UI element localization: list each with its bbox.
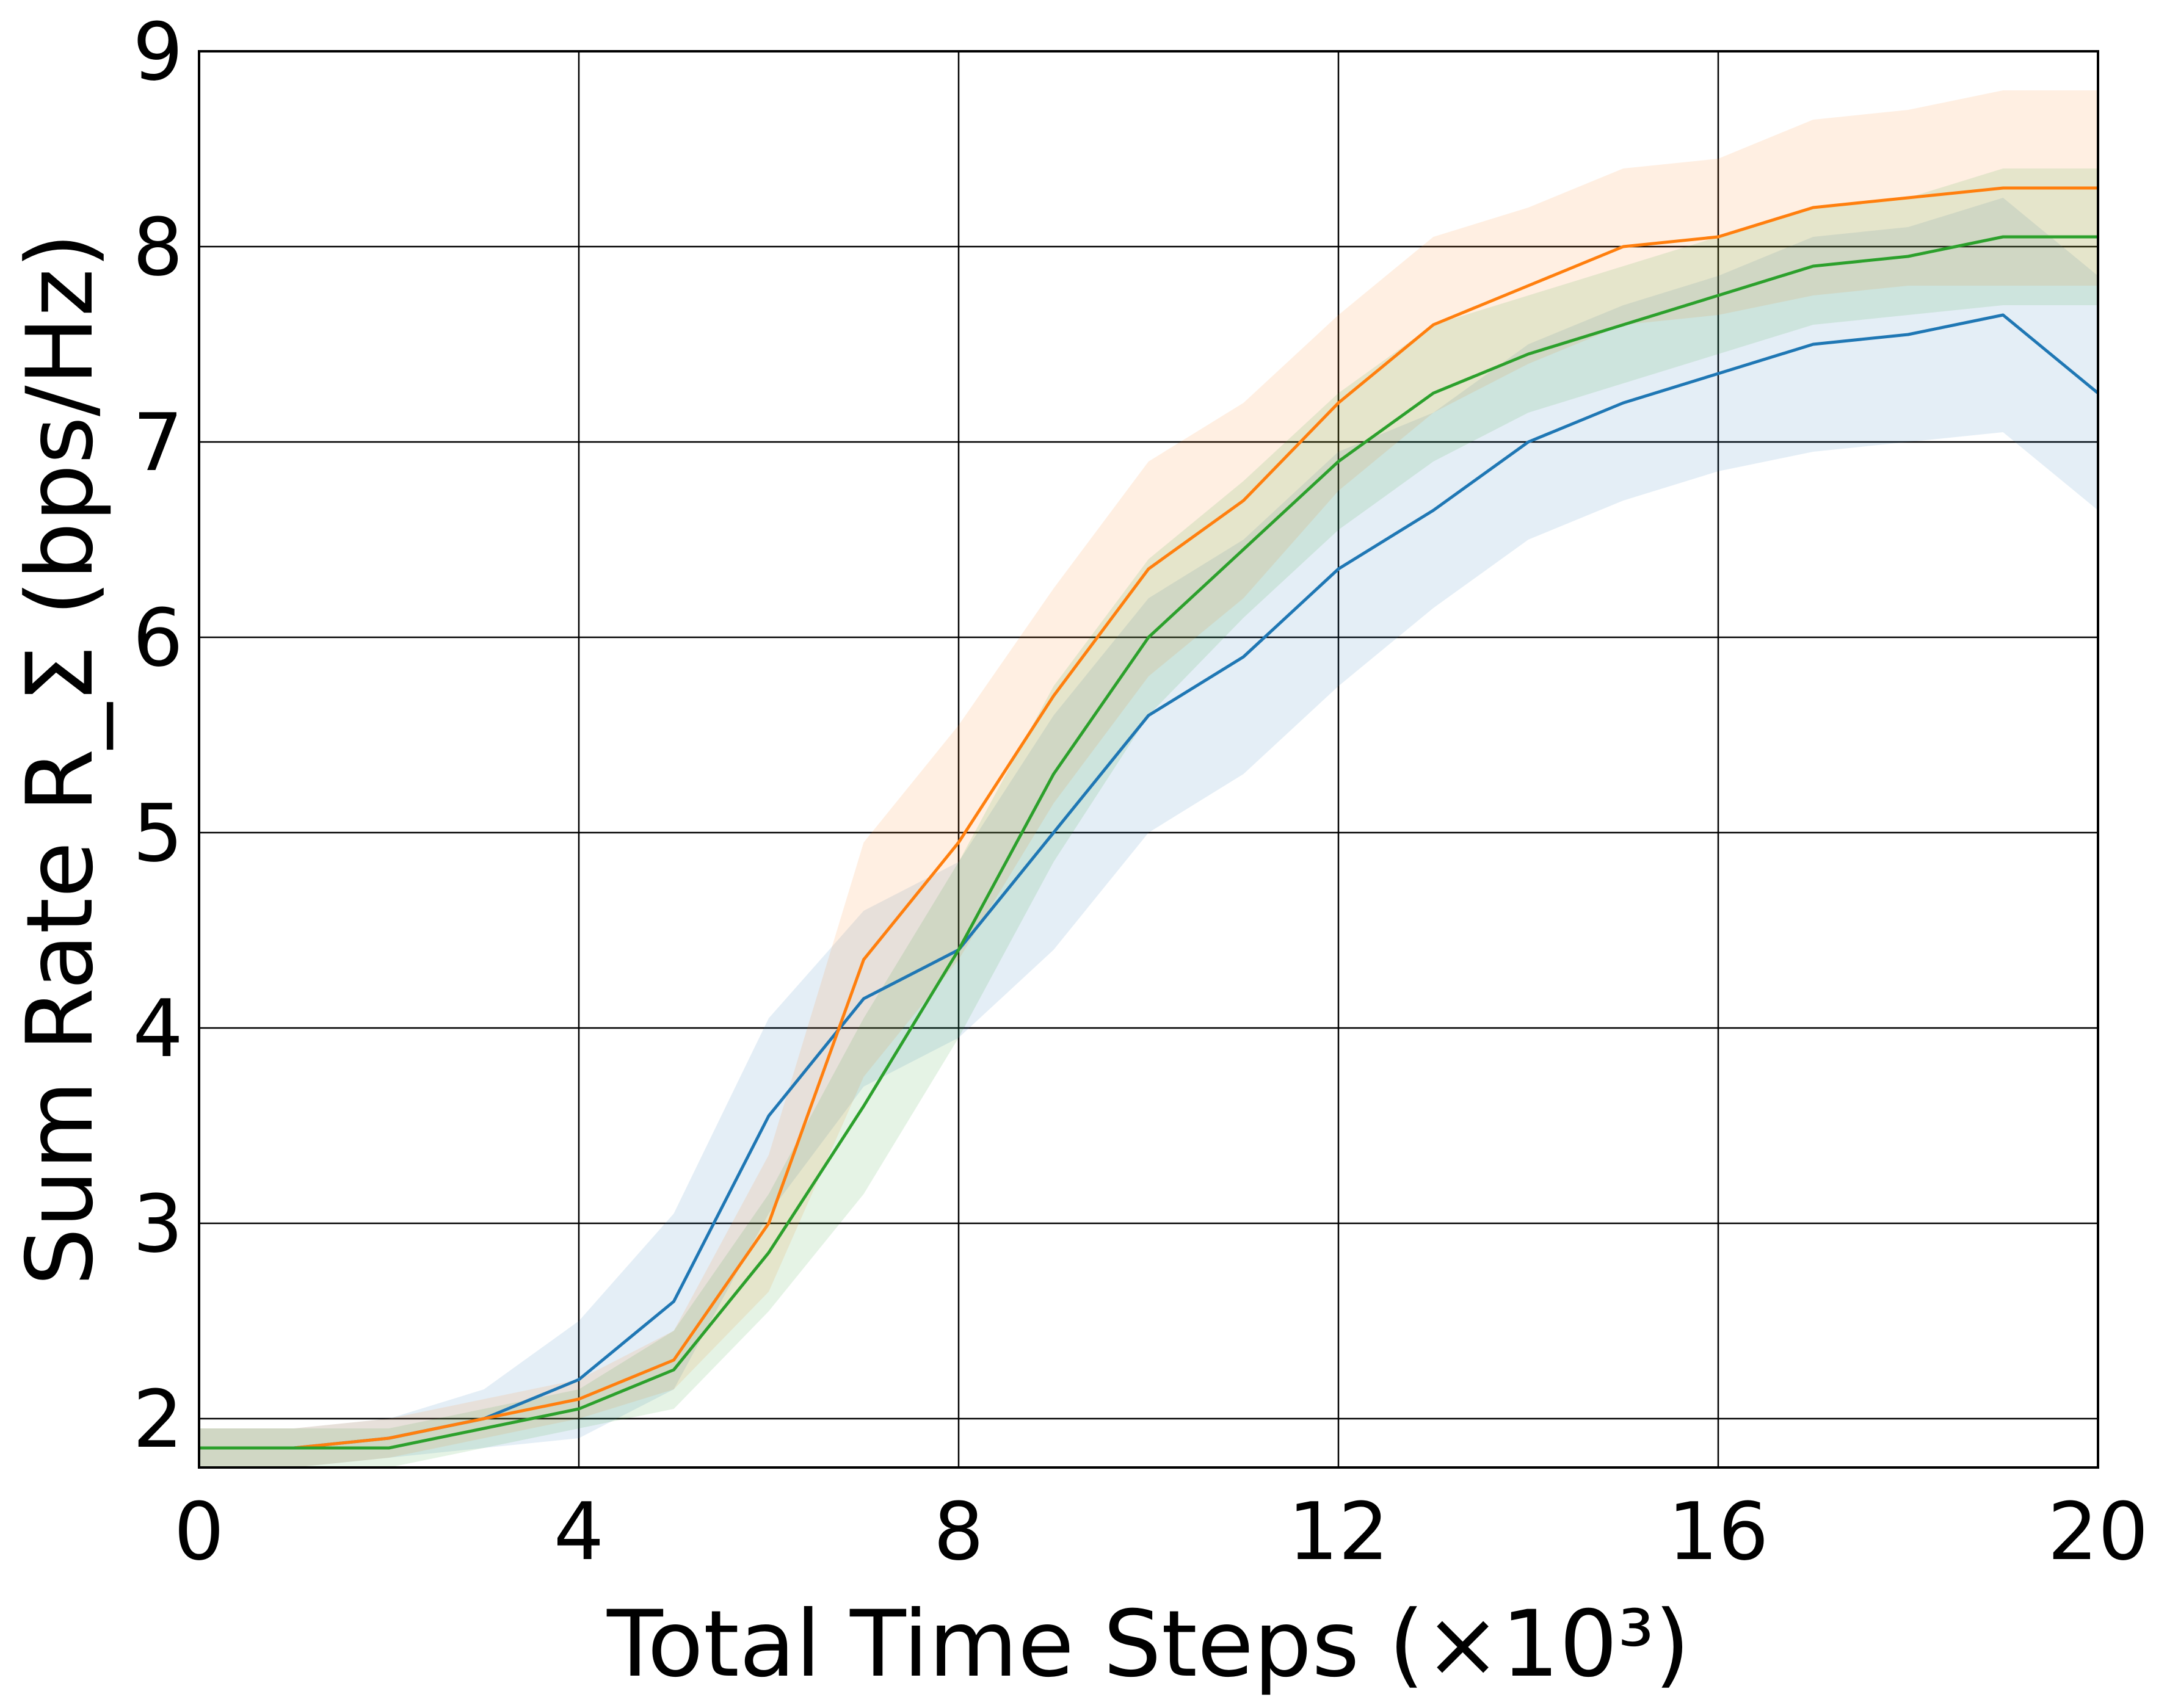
series-line-2 [199, 186, 2098, 1450]
series-band-1 [199, 198, 2098, 1467]
x-tick-labels: 0 4 8 12 16 20 [174, 1485, 2149, 1578]
y-tick-label: 3 [132, 1178, 183, 1270]
y-tick-label: 8 [132, 201, 183, 294]
y-tick-label: 9 [132, 5, 183, 98]
y-tick-label: 4 [132, 982, 183, 1075]
plot-frame [198, 50, 2099, 1469]
y-tick-label: 5 [132, 787, 183, 880]
y-tick-label: 7 [132, 396, 183, 489]
series-bands [199, 90, 2098, 1467]
x-tick-label: 0 [174, 1485, 225, 1578]
series-lines [199, 186, 2099, 1450]
series-band-2 [199, 90, 2098, 1467]
x-tick-label: 8 [934, 1485, 984, 1578]
x-axis-label: Total Time Steps (×10³) [606, 1591, 1690, 1698]
y-tick-labels: 2 3 4 5 6 7 8 9 [132, 5, 183, 1466]
x-tick-label: 12 [1288, 1485, 1388, 1578]
series-band-3 [199, 168, 2098, 1467]
x-tick-label: 4 [554, 1485, 604, 1578]
series-line-1 [199, 313, 2099, 1450]
y-tick-label: 6 [132, 592, 183, 684]
y-tick-label: 2 [132, 1373, 183, 1466]
y-axis-label: Sum Rate R_Σ (bps/Hz) [7, 233, 114, 1286]
x-tick-label: 20 [2047, 1485, 2148, 1578]
series-line-3 [199, 235, 2098, 1450]
x-tick-label: 16 [1668, 1485, 1768, 1578]
